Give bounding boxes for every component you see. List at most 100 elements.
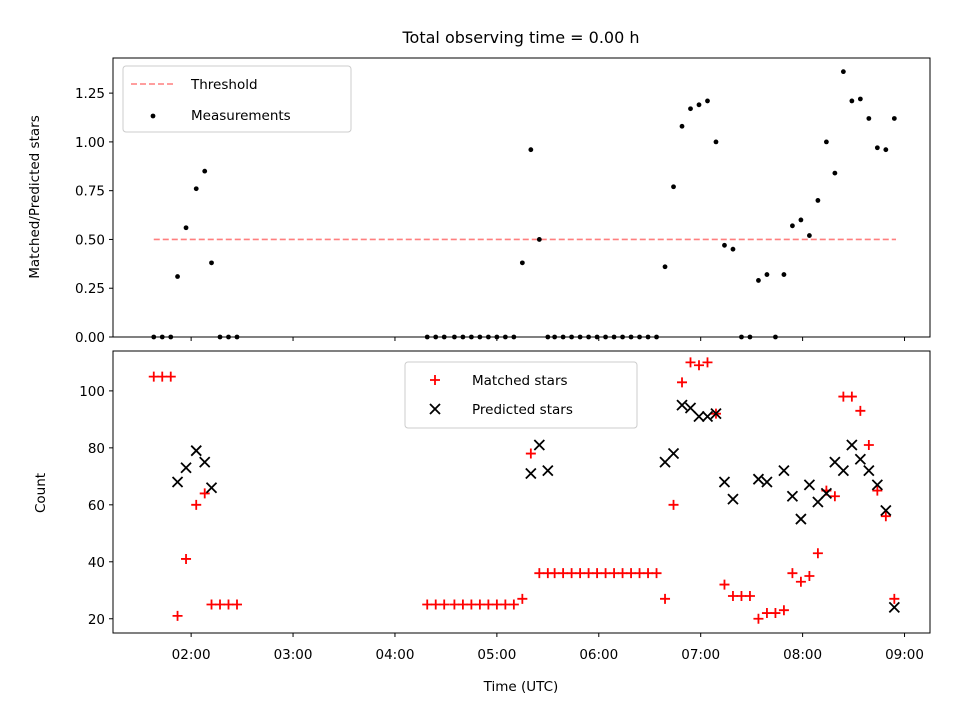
y-tick-label: 0.00 bbox=[75, 330, 105, 346]
measurement-point bbox=[866, 116, 872, 121]
measurement-point bbox=[730, 246, 736, 252]
predicted-point bbox=[533, 439, 545, 451]
measurement-point bbox=[502, 334, 508, 340]
matched-point bbox=[677, 377, 688, 388]
predicted-point bbox=[199, 456, 211, 468]
measurement-point bbox=[722, 242, 727, 248]
predicted-point bbox=[701, 410, 714, 423]
measurement-point bbox=[628, 334, 634, 340]
measurement-point bbox=[815, 198, 821, 203]
measurement-point bbox=[620, 334, 625, 340]
matched-point bbox=[872, 485, 883, 496]
matched-point bbox=[855, 405, 866, 416]
predicted-point bbox=[888, 601, 900, 614]
x-tick-label: 04:00 bbox=[376, 647, 415, 663]
predicted-point bbox=[205, 482, 218, 494]
predicted-point bbox=[837, 464, 850, 477]
legend: Matched stars Predicted stars bbox=[404, 361, 638, 429]
predicted-point bbox=[693, 410, 705, 423]
measurement-point bbox=[705, 98, 710, 104]
matched-point bbox=[148, 371, 159, 382]
measurement-point bbox=[688, 106, 693, 112]
measurement-point bbox=[840, 69, 846, 75]
measurement-point bbox=[849, 98, 855, 104]
measurement-point bbox=[560, 334, 566, 340]
ratio-y-label: Matched/Predicted stars bbox=[27, 115, 43, 278]
matched-point bbox=[880, 511, 891, 522]
matched-point bbox=[422, 599, 433, 610]
measurement-point bbox=[159, 334, 165, 340]
predicted-point bbox=[667, 447, 680, 460]
predicted-point bbox=[542, 464, 554, 477]
legend-label-measurements: Measurements bbox=[191, 108, 291, 124]
measurement-point bbox=[883, 147, 889, 153]
matched-point bbox=[449, 599, 460, 610]
matched-point bbox=[770, 608, 781, 619]
x-tick-label: 05:00 bbox=[477, 647, 516, 663]
matched-point bbox=[626, 568, 637, 579]
predicted-point bbox=[190, 445, 202, 457]
measurement-point bbox=[857, 96, 863, 102]
measurement-point bbox=[151, 334, 157, 340]
measurement-point bbox=[234, 334, 240, 340]
matched-point bbox=[583, 568, 594, 579]
predicted-point bbox=[786, 490, 799, 502]
measurement-point bbox=[807, 233, 812, 238]
plot-frame bbox=[112, 350, 931, 634]
measurement-point bbox=[679, 123, 685, 129]
measurement-point bbox=[798, 217, 804, 223]
measurement-point bbox=[193, 186, 199, 192]
legend-label-predicted: Predicted stars bbox=[472, 402, 573, 418]
matched-point bbox=[736, 590, 747, 601]
measurement-point bbox=[569, 334, 575, 340]
y-tick-label: 1.00 bbox=[75, 135, 105, 151]
matched-point bbox=[838, 391, 849, 402]
measurement-point bbox=[594, 334, 600, 340]
predicted-point bbox=[761, 476, 773, 488]
y-tick-label: 100 bbox=[79, 384, 105, 400]
matched-point bbox=[223, 599, 234, 610]
measurement-point bbox=[577, 334, 583, 340]
measurement-point bbox=[545, 334, 551, 340]
matched-point bbox=[483, 599, 494, 610]
matched-point bbox=[191, 499, 202, 510]
matched-point bbox=[617, 568, 628, 579]
measurement-point bbox=[645, 334, 651, 340]
measurement-point bbox=[790, 223, 795, 229]
matched-point bbox=[761, 608, 772, 619]
matched-point bbox=[525, 448, 536, 459]
predicted-point bbox=[812, 496, 824, 508]
matched-point bbox=[660, 593, 671, 604]
matched-point bbox=[215, 599, 226, 610]
chart-title: Total observing time = 0.00 h bbox=[401, 28, 639, 47]
matched-point bbox=[702, 357, 713, 368]
predicted-point bbox=[684, 402, 697, 414]
predicted-point bbox=[180, 462, 192, 474]
matched-point bbox=[430, 599, 441, 610]
measurement-point bbox=[874, 145, 880, 151]
predicted-point bbox=[171, 476, 184, 488]
measurement-point bbox=[217, 334, 223, 340]
count-panel: Count Time (UTC) 02:00 03:00 04:00 05:00 06:… bbox=[33, 350, 931, 695]
legend-matched-swatch bbox=[430, 375, 440, 385]
predicted-point bbox=[854, 453, 866, 465]
y-tick-label: 0.25 bbox=[75, 281, 105, 297]
measurement-point bbox=[654, 334, 659, 340]
predicted-point bbox=[829, 456, 841, 468]
y-tick-label: 40 bbox=[88, 555, 105, 571]
matched-point bbox=[457, 599, 468, 610]
measurement-point bbox=[477, 334, 483, 340]
measurement-point bbox=[226, 334, 231, 340]
matched-point bbox=[165, 371, 176, 382]
legend-measurement-swatch bbox=[150, 113, 156, 119]
measurement-point bbox=[168, 334, 174, 340]
matched-point bbox=[439, 599, 450, 610]
matched-point bbox=[668, 499, 679, 510]
matched-point bbox=[727, 590, 738, 601]
matched-point bbox=[889, 593, 900, 604]
matched-point bbox=[592, 568, 603, 579]
matched-point bbox=[829, 491, 840, 502]
predicted-point bbox=[752, 473, 765, 485]
matched-point bbox=[517, 593, 528, 604]
matched-point bbox=[685, 357, 696, 368]
